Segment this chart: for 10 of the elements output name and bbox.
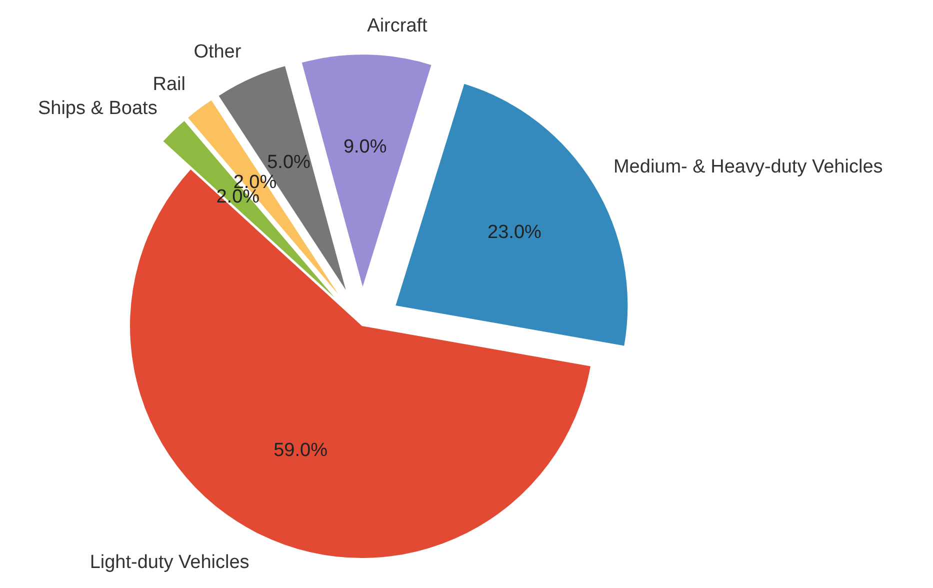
slice-label: Ships & Boats — [38, 98, 158, 120]
slice-label: Other — [194, 41, 242, 62]
data-label: 9.0% — [343, 136, 387, 158]
slice-label: Aircraft — [367, 15, 428, 36]
slice-label: Rail — [152, 74, 186, 96]
data-label: 5.0% — [267, 152, 311, 174]
slice-label: Medium- & Heavy-duty Vehicles — [613, 156, 883, 178]
data-label: 59.0% — [274, 440, 328, 461]
data-label: 23.0% — [488, 222, 542, 243]
slice-label: Light-duty Vehicles — [90, 552, 250, 573]
